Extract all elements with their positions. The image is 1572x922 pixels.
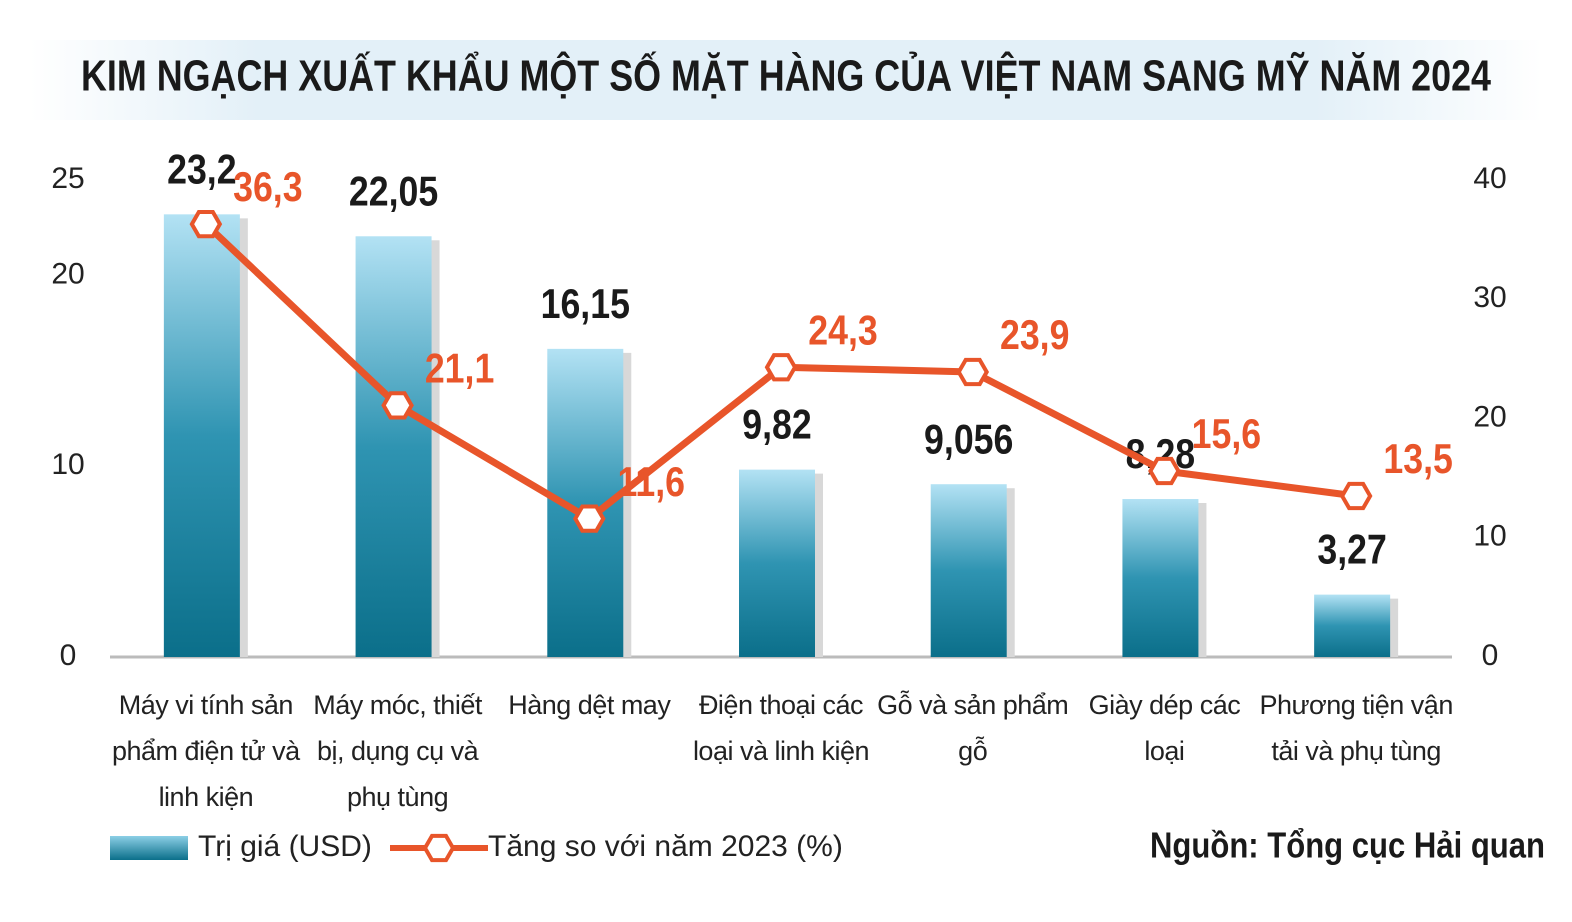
line-marker <box>381 391 414 420</box>
y2-tick-label: 40 <box>1473 162 1506 195</box>
y2-tick-label: 30 <box>1473 281 1506 314</box>
bar <box>355 236 432 657</box>
bar-value-label: 22,05 <box>349 169 438 215</box>
y-tick-label: 25 <box>51 162 84 195</box>
line-marker <box>1148 456 1181 486</box>
bar <box>930 484 1007 657</box>
line-value-label: 24,3 <box>808 308 877 354</box>
x-tick-label: Hàng dệt may <box>508 690 671 720</box>
x-tick-label: Gỗ và sản phẩm gỗ <box>877 690 1069 766</box>
x-tick-label: Giày dép các loại <box>1088 690 1241 766</box>
x-tick-label: Máy móc, thiết bị, dụng cụ và phụ tùng <box>313 690 482 812</box>
legend-swatch <box>110 836 188 860</box>
x-tick-label: Máy vi tính sản phẩm điện tử và linh kiệ… <box>112 690 300 812</box>
bar-value-label: 23,2 <box>167 147 236 193</box>
legend-label: Trị giá (USD) <box>198 830 372 863</box>
line-value-label: 21,1 <box>425 346 494 392</box>
y-tick-label: 20 <box>51 257 84 290</box>
y2-tick-label: 10 <box>1473 520 1506 553</box>
bar <box>739 469 815 657</box>
line-marker <box>189 209 223 239</box>
line-marker <box>764 353 798 382</box>
line-value-label: 11,6 <box>618 459 686 505</box>
bar <box>1314 594 1391 657</box>
line-marker <box>956 357 990 387</box>
line-marker <box>1339 481 1373 511</box>
bar <box>163 214 240 657</box>
bar-value-label: 3,27 <box>1317 527 1386 573</box>
title-banner <box>30 40 1542 120</box>
bar-value-label: 9,056 <box>924 417 1013 463</box>
line-value-label: 36,3 <box>233 165 302 211</box>
y2-tick-label: 0 <box>1482 639 1499 672</box>
y-tick-label: 10 <box>51 448 84 481</box>
legend-label: Tăng so với năm 2023 (%) <box>488 830 843 863</box>
legend-swatch-marker <box>422 833 456 863</box>
bar <box>1122 499 1199 657</box>
bar-value-label: 9,82 <box>742 402 811 448</box>
x-tick-label: Phương tiện vận tải và phụ tùng <box>1259 690 1453 766</box>
line-value-label: 23,9 <box>1000 312 1069 358</box>
line-value-label: 13,5 <box>1383 436 1452 482</box>
bar-value-label: 16,15 <box>541 281 630 327</box>
line-marker <box>572 504 606 533</box>
source: Nguồn: Tổng cục Hải quan <box>1150 825 1545 866</box>
line-value-label: 15,6 <box>1192 411 1261 457</box>
y2-tick-label: 20 <box>1473 400 1506 433</box>
x-tick-label: Điện thoại các loại và linh kiện <box>692 690 870 766</box>
chart-title: KIM NGẠCH XUẤT KHẨU MỘT SỐ MẶT HÀNG CỦA … <box>81 50 1491 101</box>
y-tick-label: 0 <box>60 639 77 672</box>
